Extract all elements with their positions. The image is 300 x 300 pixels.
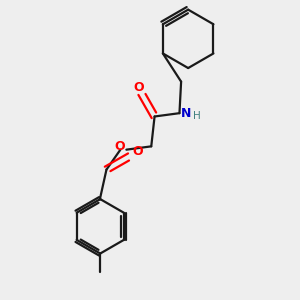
Text: O: O (133, 81, 144, 94)
Text: N: N (181, 107, 191, 120)
Text: O: O (132, 145, 143, 158)
Text: H: H (193, 112, 200, 122)
Text: O: O (114, 140, 125, 153)
